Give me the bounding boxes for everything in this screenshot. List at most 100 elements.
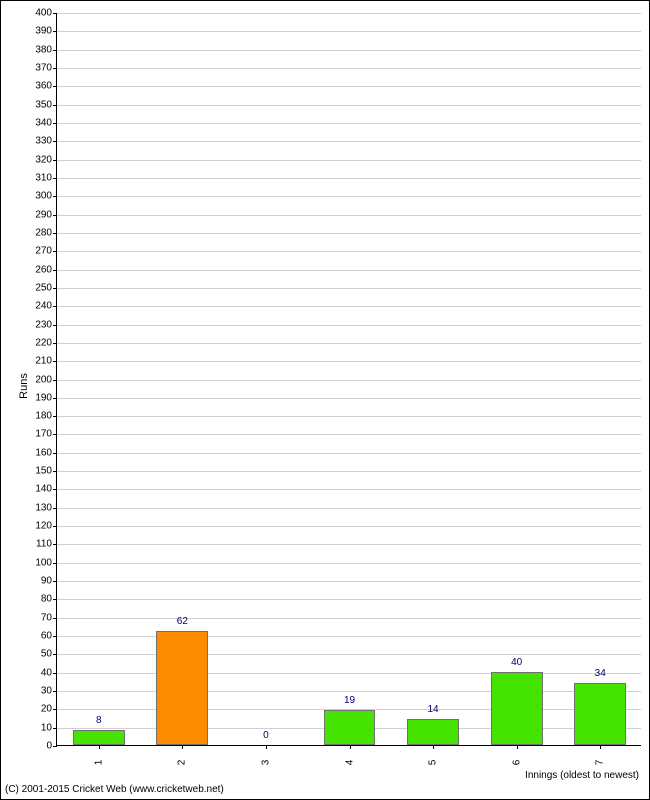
xtick-label: 6 (511, 760, 522, 766)
gridline (57, 343, 641, 344)
gridline (57, 453, 641, 454)
xtick-label: 5 (428, 760, 439, 766)
ytick-label: 100 (22, 557, 57, 568)
ytick-label: 120 (22, 521, 57, 532)
y-axis-title: Runs (18, 373, 30, 399)
gridline (57, 618, 641, 619)
ytick-label: 260 (22, 264, 57, 275)
gridline (57, 526, 641, 527)
ytick-label: 50 (22, 649, 57, 660)
gridline (57, 544, 641, 545)
gridline (57, 105, 641, 106)
gridline (57, 581, 641, 582)
gridline (57, 306, 641, 307)
ytick-label: 110 (22, 539, 57, 550)
gridline (57, 141, 641, 142)
bar (574, 683, 626, 745)
xtick-mark (182, 745, 183, 749)
ytick-label: 210 (22, 356, 57, 367)
gridline (57, 325, 641, 326)
ytick-label: 130 (22, 502, 57, 513)
gridline (57, 673, 641, 674)
ytick-label: 170 (22, 429, 57, 440)
ytick-label: 290 (22, 209, 57, 220)
ytick-label: 310 (22, 172, 57, 183)
ytick-label: 330 (22, 136, 57, 147)
ytick-label: 60 (22, 631, 57, 642)
xtick-mark (350, 745, 351, 749)
gridline (57, 215, 641, 216)
xtick-mark (99, 745, 100, 749)
xtick-mark (433, 745, 434, 749)
ytick-label: 20 (22, 704, 57, 715)
gridline (57, 471, 641, 472)
gridline (57, 50, 641, 51)
ytick-label: 160 (22, 447, 57, 458)
ytick-label: 150 (22, 466, 57, 477)
ytick-label: 230 (22, 319, 57, 330)
gridline (57, 196, 641, 197)
gridline (57, 160, 641, 161)
ytick-label: 240 (22, 301, 57, 312)
gridline (57, 489, 641, 490)
xtick-label: 2 (177, 760, 188, 766)
bar-value-label: 19 (344, 695, 355, 706)
bar-value-label: 34 (595, 668, 606, 679)
ytick-label: 350 (22, 99, 57, 110)
x-axis-title: Innings (oldest to newest) (525, 770, 639, 781)
gridline (57, 13, 641, 14)
ytick-label: 80 (22, 594, 57, 605)
gridline (57, 691, 641, 692)
gridline (57, 434, 641, 435)
bar-value-label: 0 (263, 730, 269, 741)
ytick-label: 70 (22, 612, 57, 623)
ytick-label: 400 (22, 8, 57, 19)
ytick-label: 140 (22, 484, 57, 495)
bar-value-label: 40 (511, 657, 522, 668)
gridline (57, 68, 641, 69)
chart-frame: 0102030405060708090100110120130140150160… (0, 0, 650, 800)
gridline (57, 270, 641, 271)
gridline (57, 508, 641, 509)
ytick-label: 90 (22, 576, 57, 587)
gridline (57, 416, 641, 417)
xtick-mark (600, 745, 601, 749)
ytick-label: 180 (22, 411, 57, 422)
ytick-label: 30 (22, 686, 57, 697)
copyright-footer: (C) 2001-2015 Cricket Web (www.cricketwe… (5, 784, 224, 795)
bar (156, 631, 208, 745)
ytick-label: 220 (22, 337, 57, 348)
ytick-label: 370 (22, 62, 57, 73)
ytick-label: 360 (22, 81, 57, 92)
gridline (57, 86, 641, 87)
bar (324, 710, 376, 745)
bar-value-label: 62 (177, 616, 188, 627)
ytick-label: 250 (22, 282, 57, 293)
ytick-label: 0 (22, 741, 57, 752)
gridline (57, 563, 641, 564)
xtick-label: 4 (344, 760, 355, 766)
bar-value-label: 14 (428, 704, 439, 715)
gridline (57, 123, 641, 124)
plot-area: 0102030405060708090100110120130140150160… (56, 13, 641, 746)
gridline (57, 654, 641, 655)
xtick-mark (266, 745, 267, 749)
ytick-label: 280 (22, 227, 57, 238)
xtick-label: 3 (260, 760, 271, 766)
ytick-label: 390 (22, 26, 57, 37)
bar (491, 672, 543, 745)
gridline (57, 31, 641, 32)
gridline (57, 233, 641, 234)
xtick-mark (517, 745, 518, 749)
ytick-label: 270 (22, 246, 57, 257)
gridline (57, 398, 641, 399)
gridline (57, 251, 641, 252)
bar (73, 730, 125, 745)
ytick-label: 300 (22, 191, 57, 202)
xtick-label: 1 (93, 760, 104, 766)
ytick-label: 340 (22, 117, 57, 128)
ytick-label: 40 (22, 667, 57, 678)
gridline (57, 178, 641, 179)
gridline (57, 288, 641, 289)
ytick-label: 10 (22, 722, 57, 733)
